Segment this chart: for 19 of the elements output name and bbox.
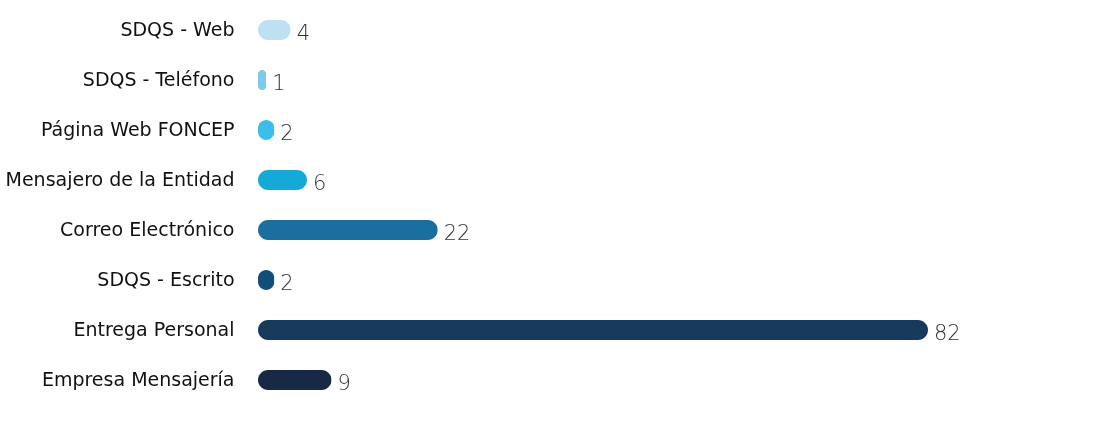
data-label: 82 (934, 321, 961, 345)
y-tick-label: SDQS - Escrito (97, 268, 235, 290)
y-tick-label: Entrega Personal (73, 318, 235, 340)
bar (258, 220, 438, 240)
data-label: 2 (280, 271, 294, 295)
data-label: 6 (313, 171, 327, 195)
data-label: 9 (337, 371, 351, 395)
y-tick-label: SDQS - Web (120, 18, 235, 40)
data-label: 1 (272, 71, 286, 95)
bar (258, 320, 928, 340)
y-tick-label: Correo Electrónico (60, 218, 235, 240)
bar (258, 370, 332, 390)
data-label: 2 (280, 121, 294, 145)
y-tick-label: SDQS - Teléfono (82, 68, 235, 90)
y-tick-label: Empresa Mensajería (41, 368, 235, 390)
data-label: 22 (443, 221, 471, 245)
y-tick-label: Mensajero de la Entidad (5, 168, 235, 190)
y-tick-label: Página Web FONCEP (40, 118, 235, 140)
data-label: 4 (296, 21, 311, 45)
